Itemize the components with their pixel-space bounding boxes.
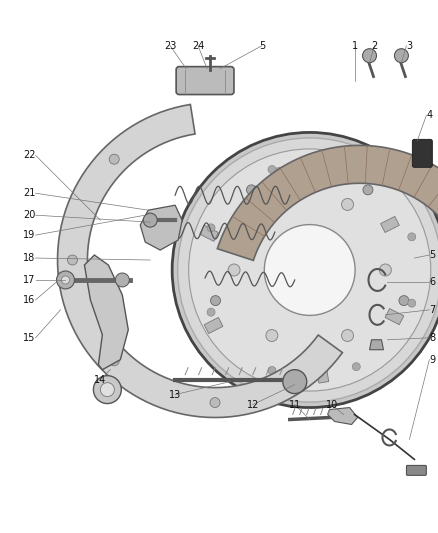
Text: 11: 11 xyxy=(288,400,300,409)
Circle shape xyxy=(268,166,276,174)
Circle shape xyxy=(264,224,354,316)
Text: 2: 2 xyxy=(371,41,377,51)
Text: 21: 21 xyxy=(23,188,35,198)
Circle shape xyxy=(304,364,314,374)
Circle shape xyxy=(282,370,306,393)
Circle shape xyxy=(57,271,74,289)
Bar xyxy=(316,366,328,383)
Circle shape xyxy=(207,224,215,232)
Circle shape xyxy=(362,185,372,195)
Text: 3: 3 xyxy=(406,41,412,51)
Text: 22: 22 xyxy=(23,150,35,160)
Circle shape xyxy=(228,264,240,276)
Polygon shape xyxy=(217,146,438,318)
Circle shape xyxy=(398,296,408,305)
Text: 16: 16 xyxy=(23,295,35,305)
Text: 14: 14 xyxy=(94,375,106,385)
Text: 7: 7 xyxy=(428,305,434,315)
Text: 20: 20 xyxy=(23,210,35,220)
Circle shape xyxy=(61,276,69,284)
Circle shape xyxy=(177,138,438,402)
Text: 8: 8 xyxy=(428,333,434,343)
Polygon shape xyxy=(369,340,383,350)
Bar xyxy=(199,225,218,241)
Text: 1: 1 xyxy=(351,41,357,51)
Bar xyxy=(204,318,223,334)
Circle shape xyxy=(341,198,353,211)
Text: 12: 12 xyxy=(246,400,258,409)
Circle shape xyxy=(378,264,390,276)
Circle shape xyxy=(109,356,119,366)
Bar xyxy=(274,167,286,184)
Text: 18: 18 xyxy=(23,253,35,263)
Text: 10: 10 xyxy=(325,400,337,409)
Circle shape xyxy=(351,362,360,370)
Text: 4: 4 xyxy=(425,110,431,120)
Text: 17: 17 xyxy=(23,275,35,285)
Text: 9: 9 xyxy=(428,354,434,365)
Circle shape xyxy=(115,273,129,287)
Circle shape xyxy=(100,383,114,397)
Circle shape xyxy=(207,308,215,316)
Text: 24: 24 xyxy=(191,41,204,51)
Circle shape xyxy=(172,132,438,408)
Circle shape xyxy=(188,149,430,391)
Bar xyxy=(380,216,399,232)
FancyBboxPatch shape xyxy=(406,465,425,475)
Text: 23: 23 xyxy=(164,41,176,51)
Polygon shape xyxy=(327,408,357,424)
Circle shape xyxy=(394,49,407,63)
Bar xyxy=(384,309,403,325)
Circle shape xyxy=(407,299,415,307)
Circle shape xyxy=(93,376,121,403)
Circle shape xyxy=(265,198,277,211)
Circle shape xyxy=(143,213,157,227)
Text: 13: 13 xyxy=(169,390,181,400)
Circle shape xyxy=(210,296,220,305)
Circle shape xyxy=(209,398,219,408)
Polygon shape xyxy=(84,255,128,370)
Text: 5: 5 xyxy=(258,41,265,51)
Circle shape xyxy=(341,329,353,342)
Text: 6: 6 xyxy=(428,277,434,287)
Text: 19: 19 xyxy=(23,230,35,240)
Circle shape xyxy=(268,367,276,375)
Circle shape xyxy=(246,185,256,195)
Text: 15: 15 xyxy=(23,333,35,343)
Circle shape xyxy=(67,255,77,265)
Text: 5: 5 xyxy=(428,250,434,260)
Polygon shape xyxy=(140,205,182,250)
Circle shape xyxy=(351,169,360,177)
Circle shape xyxy=(407,233,415,241)
Polygon shape xyxy=(57,104,342,417)
Circle shape xyxy=(109,154,119,164)
FancyBboxPatch shape xyxy=(411,140,431,167)
FancyBboxPatch shape xyxy=(176,67,233,94)
Circle shape xyxy=(362,49,376,63)
Circle shape xyxy=(265,329,277,342)
